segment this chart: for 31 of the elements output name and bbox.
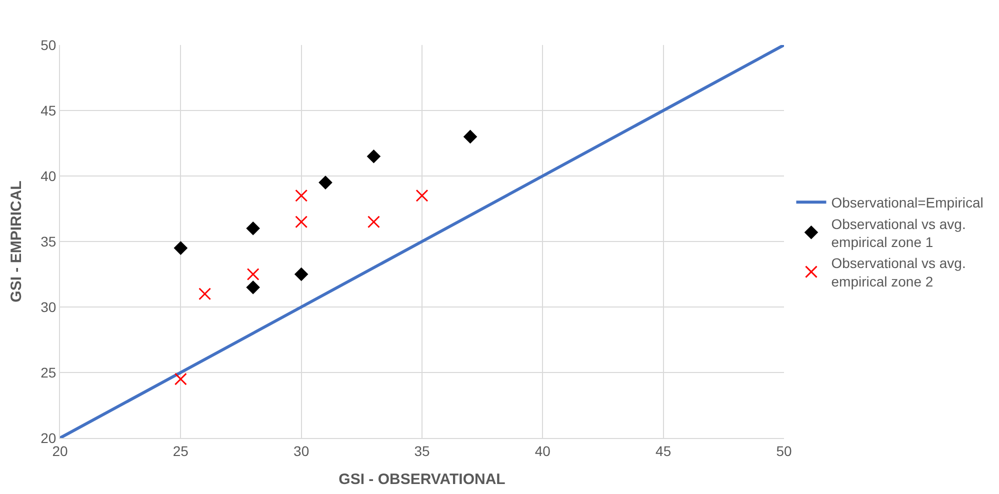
x-tick-label: 50: [776, 442, 792, 459]
point: [367, 150, 380, 163]
point: [294, 268, 308, 281]
y-tick-label: 45: [40, 102, 56, 118]
x-tick-label: 30: [294, 442, 310, 459]
legend-label: Observational=Empirical: [831, 194, 984, 211]
point: [246, 268, 260, 280]
point: [295, 216, 308, 228]
x-tick-label: 45: [656, 442, 672, 459]
point: [367, 216, 380, 228]
point: [246, 222, 260, 235]
y-tick-label: 30: [40, 298, 56, 315]
legend-label: Observational vs avg. empirical zone 1: [831, 216, 966, 250]
y-tick-label: 40: [40, 168, 56, 184]
x-tick-label: 25: [172, 442, 189, 459]
x-tick-label: 40: [534, 442, 551, 459]
point: [198, 288, 212, 300]
point: [464, 130, 477, 144]
y-tick-label: 35: [40, 233, 56, 250]
point: [295, 189, 308, 202]
point: [174, 241, 188, 255]
point: [246, 280, 260, 294]
y-tick-label: 25: [40, 364, 56, 380]
point: [318, 176, 332, 190]
x-axis-title: GSI - OBSERVATIONAL: [338, 470, 506, 488]
point: [416, 189, 428, 202]
point: [174, 372, 187, 386]
y-tick-label: 50: [40, 36, 56, 53]
x-tick-label: 35: [414, 442, 430, 459]
legend-label: Observational vs avg. empirical zone 2: [831, 255, 966, 290]
y-axis-title: GSI - EMPIRICAL: [8, 180, 25, 302]
